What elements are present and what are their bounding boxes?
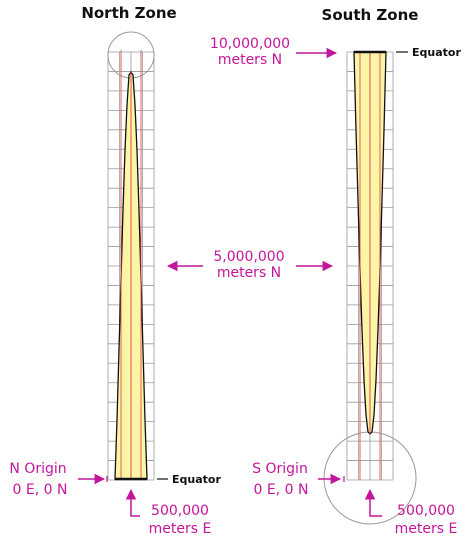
north-zone-panel: Equator N Origin 0 E, 0 N 500,000 meters…	[9, 31, 221, 537]
south-origin-label-line1: S Origin	[252, 461, 308, 477]
north-easting-label-line1: 500,000	[151, 503, 209, 519]
north-equator-label: Equator	[172, 473, 221, 486]
south-easting-label-line1: 500,000	[397, 503, 455, 519]
north-easting-arrow	[125, 488, 140, 517]
south-northing-label-line2: meters N	[218, 52, 282, 68]
north-origin-label-line2: 0 E, 0 N	[13, 482, 68, 498]
north-easting-label-line2: meters E	[149, 521, 212, 537]
north-zone-title: North Zone	[81, 4, 176, 22]
south-northing-label-line1: 10,000,000	[210, 36, 290, 52]
center-northing-label: 5,000,000 meters N	[166, 249, 334, 281]
north-origin-label-line1: N Origin	[9, 461, 66, 477]
south-zone-panel: Equator 10,000,000 meters N S Origin 0 E…	[210, 36, 462, 537]
center-label-line2: meters N	[217, 265, 281, 281]
south-origin-label-line2: 0 E, 0 N	[254, 482, 309, 498]
south-easting-arrow	[364, 488, 382, 517]
center-label-line1: 5,000,000	[213, 249, 284, 265]
south-zone-title: South Zone	[322, 6, 419, 24]
south-equator-label: Equator	[412, 46, 461, 59]
south-easting-label-line2: meters E	[395, 521, 458, 537]
